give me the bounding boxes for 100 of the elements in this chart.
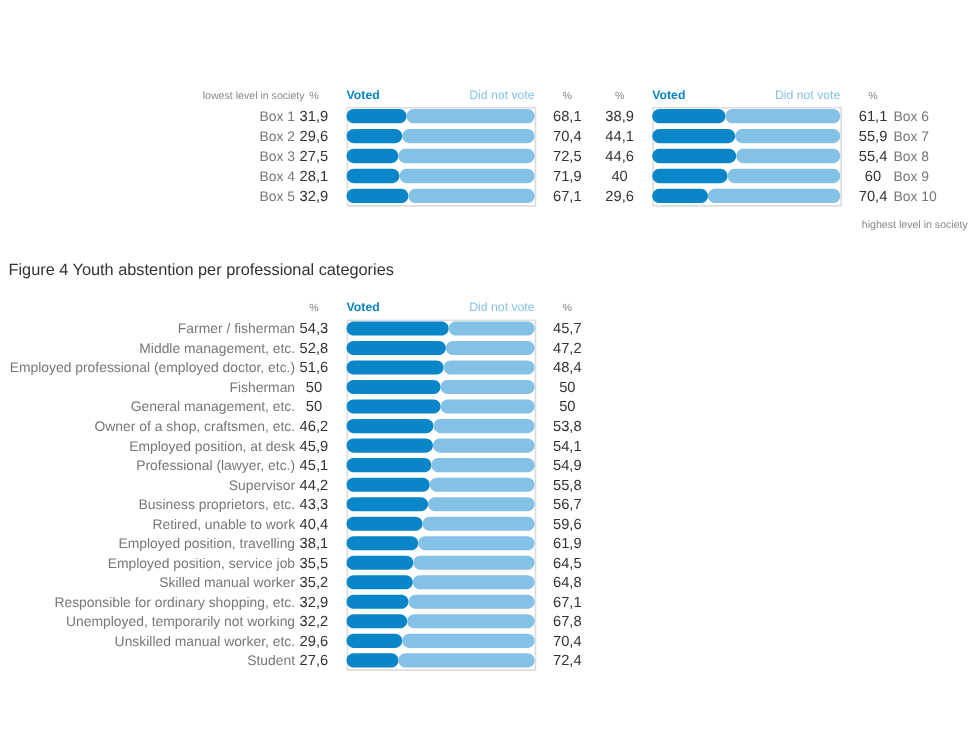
bar: [346, 497, 428, 512]
data-label: 71,9: [552, 166, 582, 185]
data-label: 59,6: [552, 514, 582, 533]
data-label: 51,6: [299, 358, 329, 377]
bar: [736, 148, 841, 164]
bar: [346, 148, 399, 164]
data-label: 61,1: [858, 107, 888, 126]
data-label: 64,5: [552, 553, 582, 572]
bar: [346, 168, 400, 184]
bar: [346, 380, 441, 395]
data-label: 27,5: [299, 146, 329, 165]
data-label: 45,7: [552, 319, 582, 338]
bar: [652, 168, 728, 184]
bar: [346, 594, 409, 609]
bar: [408, 594, 535, 609]
bar: [727, 168, 841, 184]
bar: [346, 188, 409, 204]
bar: [346, 340, 446, 356]
bar: [418, 536, 535, 551]
data-label: 67,1: [552, 186, 582, 205]
data-label: 46,2: [299, 417, 329, 435]
data-label: 29,6: [299, 631, 329, 650]
bar: [346, 438, 433, 453]
data-label: 50: [305, 377, 323, 396]
bar: [432, 438, 535, 453]
data-label: 38,9: [605, 107, 634, 126]
data-label: 32,2: [299, 612, 329, 631]
bar: [346, 419, 434, 434]
data-label: 60: [864, 166, 882, 185]
data-label: 52,8: [299, 338, 329, 357]
bar: [346, 653, 399, 668]
bar: [440, 399, 535, 414]
data-label: 38,1: [299, 534, 329, 553]
bar: [402, 633, 535, 648]
bar: [346, 516, 423, 531]
data-label: 64,8: [552, 573, 582, 592]
data-label: 54,9: [552, 456, 582, 475]
data-label: 29,6: [605, 186, 634, 205]
bar: [707, 188, 841, 204]
bar: [652, 148, 737, 164]
bar: [346, 575, 413, 590]
data-label: 32,9: [299, 186, 329, 205]
bar: [398, 148, 535, 164]
bar: [448, 321, 535, 336]
data-label: 72,5: [552, 146, 582, 165]
data-label: 55,8: [552, 475, 582, 494]
bar: [422, 516, 535, 531]
data-label: 44,6: [605, 146, 634, 165]
data-label: 55,9: [858, 126, 888, 145]
bar: [346, 399, 441, 414]
data-label: 43,3: [299, 495, 329, 514]
data-label: 67,8: [552, 612, 582, 631]
bar: [443, 360, 535, 375]
data-label: 27,6: [299, 651, 329, 670]
bar: [433, 419, 535, 434]
data-label: 50: [559, 377, 576, 396]
bar: [346, 536, 419, 551]
data-label: 31,9: [299, 107, 329, 126]
data-label: 56,7: [552, 495, 582, 514]
text: Figure 4 Youth abstention per professional categories: [8, 261, 394, 280]
data-label: 70,4: [552, 631, 582, 650]
data-label: 48,4: [552, 358, 582, 377]
bar: [431, 458, 535, 473]
bar: [725, 108, 841, 124]
data-label: 70,4: [552, 126, 582, 145]
bar: [407, 614, 535, 629]
data-label: 44,1: [605, 126, 634, 145]
data-label: 35,5: [299, 553, 329, 572]
data-label: 54,1: [552, 436, 582, 455]
bar: [346, 108, 407, 124]
data-label: 40: [611, 166, 628, 185]
data-label: 28,1: [299, 166, 329, 185]
bar: [346, 555, 414, 570]
bar: [652, 188, 708, 204]
data-label: 67,1: [552, 592, 582, 611]
data-label: 45,1: [299, 456, 329, 475]
data-label: 50: [305, 397, 323, 416]
bar: [346, 633, 403, 648]
bar: [652, 128, 736, 144]
bar: [346, 360, 444, 375]
bar: [399, 168, 535, 184]
bar: [445, 340, 535, 356]
data-label: 32,9: [299, 592, 329, 611]
bar: [735, 128, 841, 144]
data-label: 44,2: [299, 475, 329, 494]
data-label: 55,4: [858, 146, 888, 165]
bar: [652, 108, 726, 124]
data-label: 50: [559, 397, 576, 416]
bar: [346, 321, 449, 336]
data-label: 35,2: [299, 573, 329, 592]
data-label: 61,9: [552, 534, 582, 553]
bar: [398, 653, 535, 668]
data-label: 47,2: [552, 338, 582, 357]
data-label: 29,6: [299, 126, 329, 145]
bar: [408, 188, 535, 204]
bar: [346, 458, 432, 473]
bar: [406, 108, 535, 124]
bar: [346, 128, 403, 144]
bar: [429, 477, 535, 492]
bar: [346, 614, 408, 629]
